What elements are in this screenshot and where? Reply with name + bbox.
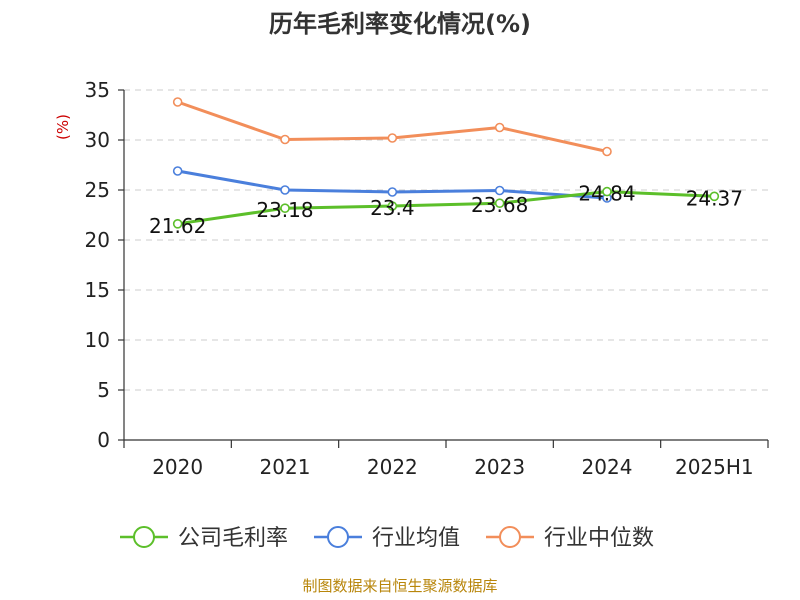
source-note: 制图数据来自恒生聚源数据库	[302, 577, 497, 595]
x-axis-tick-label: 2025H1	[675, 455, 754, 479]
legend: 公司毛利率 行业均值 行业中位数	[120, 526, 654, 551]
x-axis-tick-label: 2024	[582, 455, 633, 479]
data-point	[387, 187, 398, 197]
y-axis-tick-label: 20	[85, 228, 110, 252]
y-axis-tick-label: 25	[85, 178, 110, 202]
x-axis-tick-label: 2020	[152, 455, 203, 479]
data-point	[602, 186, 612, 197]
series-line	[177, 190, 715, 226]
legend-entry-label: 公司毛利率	[178, 526, 288, 551]
x-axis-tick-label: 2023	[474, 455, 525, 479]
y-axis-tick-label: 15	[85, 278, 110, 302]
data-point	[387, 133, 398, 143]
data-label: 24.37	[686, 186, 743, 210]
series-line	[177, 100, 608, 153]
data-point	[494, 122, 505, 133]
data-point	[709, 191, 720, 202]
y-axis-tick-label: 0	[97, 428, 110, 452]
data-point	[387, 201, 398, 211]
data-point	[602, 146, 612, 157]
data-point	[280, 203, 290, 213]
axes: 0 5 10 15 20 25 30 35 2020 2021 2022 2023 2024 2025H1	[85, 78, 769, 479]
legend-marker	[133, 526, 155, 548]
data-point	[494, 185, 505, 196]
data-point	[172, 166, 183, 176]
chart-title: 历年毛利率变化情况(%)	[269, 10, 531, 38]
x-axis-tick-label: 2021	[260, 455, 311, 479]
data-label: 21.62	[149, 214, 206, 238]
y-axis-unit-label: (%)	[54, 114, 72, 140]
gridlines	[124, 89, 768, 391]
data-label: 24.84	[578, 182, 635, 206]
x-axis-tick-label: 2022	[367, 455, 418, 479]
y-axis-tick-label: 30	[85, 128, 110, 152]
series-lines	[172, 97, 720, 229]
y-axis-tick-label: 5	[97, 378, 110, 402]
data-point	[494, 198, 505, 208]
data-point	[280, 185, 290, 195]
y-axis-tick-label: 10	[85, 328, 110, 352]
data-label: 23.68	[471, 193, 528, 217]
legend-entry-label: 行业均值	[372, 526, 460, 551]
data-point	[172, 97, 183, 107]
data-labels: 21.62 23.18 23.4 23.68 24.84 24.37	[149, 182, 743, 238]
data-label: 23.4	[370, 196, 415, 220]
legend-entry-label: 行业中位数	[544, 526, 654, 551]
data-point	[172, 219, 183, 229]
y-axis-tick-label: 35	[85, 78, 110, 102]
data-point	[280, 134, 290, 145]
legend-marker	[327, 526, 349, 548]
data-label: 23.18	[256, 198, 313, 222]
legend-marker	[499, 526, 521, 548]
